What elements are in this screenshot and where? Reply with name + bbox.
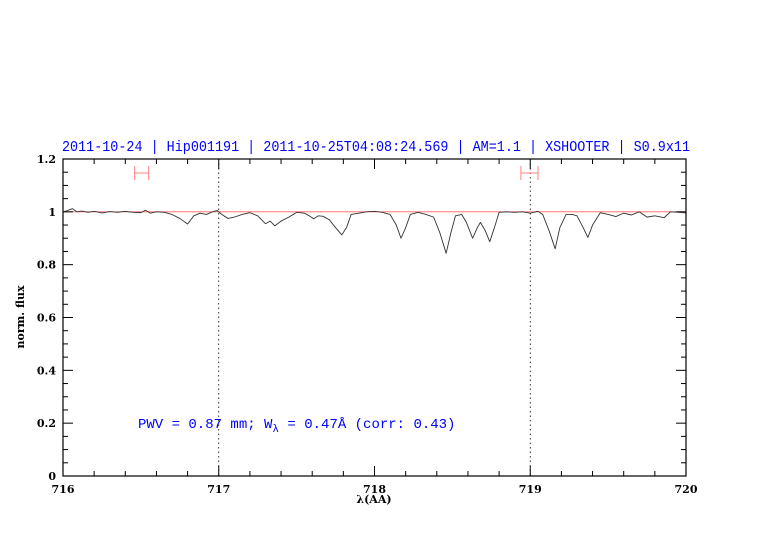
y-tick-label: 0.6 [37, 312, 56, 325]
x-tick-label: 720 [675, 483, 698, 496]
y-tick-label: 1.2 [37, 153, 56, 166]
chart-title: 2011-10-24 | Hip001191 | 2011-10-25T04:0… [62, 140, 690, 156]
y-tick-label: 0.2 [37, 417, 56, 430]
y-tick-label: 0 [48, 470, 56, 483]
annotation-subscript: λ [272, 424, 279, 436]
plot-frame [62, 158, 687, 477]
x-tick-label: 716 [52, 483, 75, 496]
spectrum-line [62, 208, 687, 254]
annotation-suffix: = 0.47Å (corr: 0.43) [279, 416, 455, 433]
error-bar [134, 166, 150, 181]
x-tick-label: 719 [519, 483, 542, 496]
y-tick-label: 0.4 [37, 364, 56, 377]
x-tick-label: 718 [363, 483, 386, 496]
x-axis-label: λ(AA) [356, 493, 391, 506]
x-tick-label: 717 [207, 483, 230, 496]
error-bar [520, 166, 539, 181]
y-tick-label: 1 [48, 206, 56, 219]
y-axis-label: norm. flux [14, 285, 27, 348]
annotation-prefix: PWV = 0.87 mm; W [138, 417, 273, 433]
pwv-annotation: PWV = 0.87 mm; Wλ = 0.47Å (corr: 0.43) [138, 416, 455, 436]
y-tick-label: 0.8 [37, 259, 56, 272]
